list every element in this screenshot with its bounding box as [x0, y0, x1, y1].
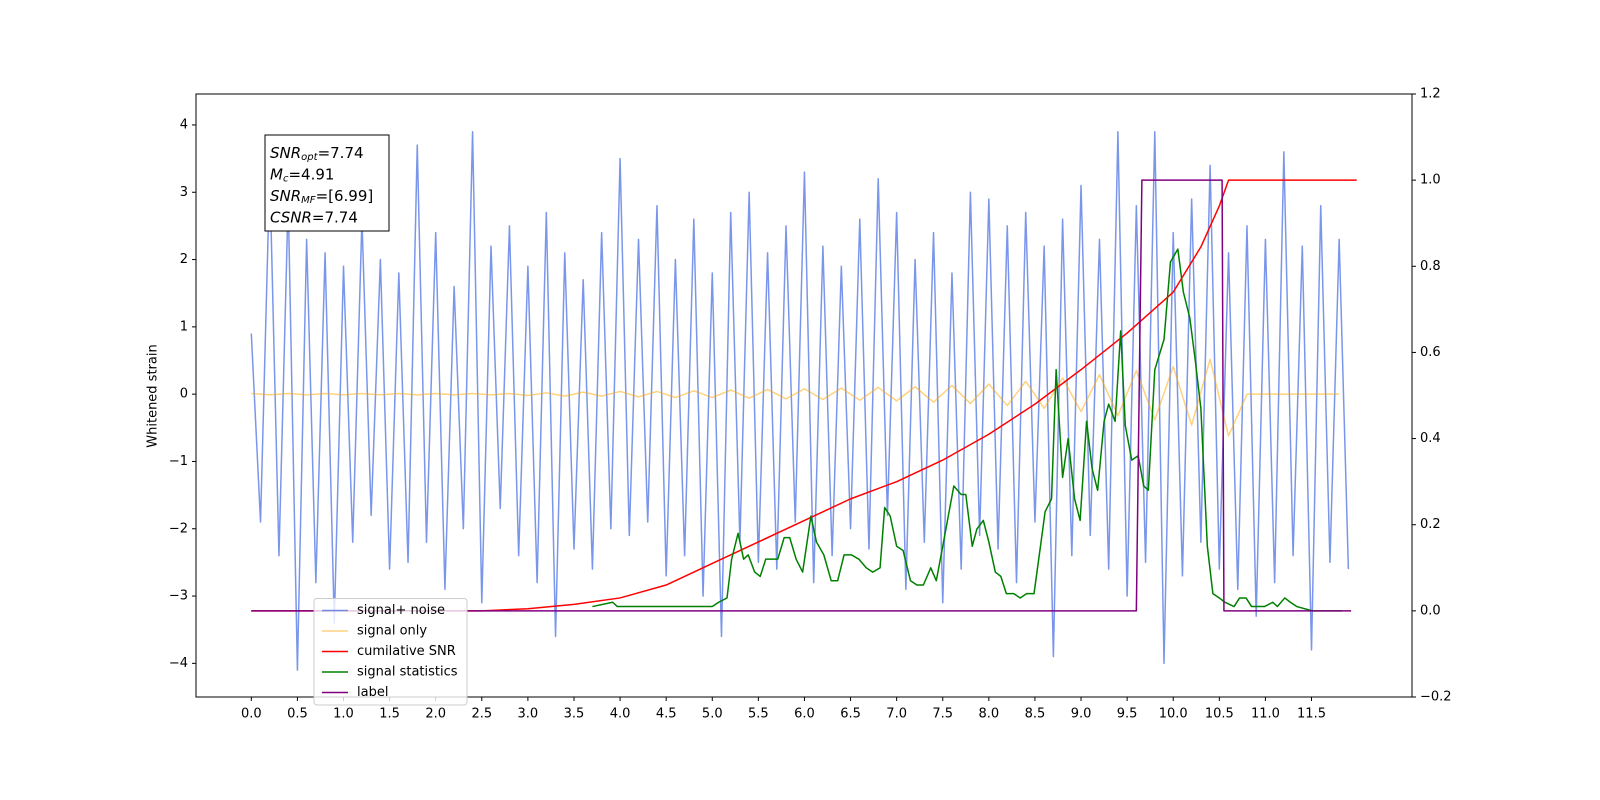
y-tick-label: −1: [169, 454, 188, 469]
x-tick-label: 4.5: [656, 707, 677, 722]
annotation-value: =7.74: [312, 208, 358, 226]
x-tick-label: 1.5: [379, 707, 400, 722]
annotation-subscript: c: [283, 174, 289, 185]
x-tick-label: 9.0: [1071, 707, 1092, 722]
x-tick-label: 2.5: [471, 707, 492, 722]
x-tick-label: 0.5: [287, 707, 308, 722]
x-tick-label: 9.5: [1117, 707, 1138, 722]
x-tick-label: 11.0: [1251, 707, 1280, 722]
legend-label: label: [357, 685, 388, 700]
y2-tick-label: 1.0: [1420, 173, 1441, 188]
x-tick-label: 10.5: [1205, 707, 1234, 722]
annotation-name: M: [270, 165, 283, 183]
annotation-name: SNR: [270, 187, 301, 205]
series-line: [592, 248, 1342, 612]
y-tick-label: 2: [180, 252, 188, 267]
y2-tick-label: 0.0: [1420, 603, 1441, 618]
x-tick-label: 11.5: [1297, 707, 1326, 722]
y-tick-label: −4: [169, 656, 188, 671]
y2-tick-label: 0.8: [1420, 259, 1441, 274]
x-tick-label: 6.0: [794, 707, 815, 722]
legend-frame: [313, 598, 468, 706]
y2-tick-label: 0.4: [1420, 431, 1441, 446]
annotation-subscript: opt: [301, 152, 318, 163]
y2-tick-label: 0.2: [1420, 517, 1441, 532]
x-tick-label: 5.0: [702, 707, 723, 722]
x-tick-label: 10.0: [1159, 707, 1188, 722]
y-axis-label: Whitened strain: [146, 344, 161, 447]
annotation-subscript: MF: [301, 195, 316, 206]
annotation-frame: [264, 134, 390, 232]
annotation: SNRMF=[6.99]: [270, 187, 373, 207]
y-tick-label: 4: [180, 117, 188, 132]
annotation: SNRopt=7.74: [270, 144, 364, 164]
annotation-value: =4.91: [288, 165, 334, 183]
legend-label: cumilative SNR: [357, 644, 456, 659]
x-tick-label: 6.5: [840, 707, 861, 722]
x-tick-label: 8.5: [1025, 707, 1046, 722]
legend-label: signal+ noise: [357, 603, 445, 618]
y-tick-label: 3: [180, 185, 188, 200]
y2-tick-label: −0.2: [1420, 690, 1452, 705]
legend-label: signal only: [357, 624, 427, 639]
x-tick-label: 5.5: [748, 707, 769, 722]
legend-label: signal statistics: [357, 665, 458, 680]
y-tick-label: −3: [169, 589, 188, 604]
y-tick-label: 1: [180, 319, 188, 334]
x-tick-label: 7.5: [932, 707, 953, 722]
x-tick-label: 0.0: [241, 707, 262, 722]
series-line: [250, 130, 1350, 671]
x-tick-label: 3.0: [518, 707, 539, 722]
annotation: CSNR=7.74: [270, 208, 358, 226]
x-tick-label: 4.0: [610, 707, 631, 722]
annotation-name: CSNR: [270, 208, 312, 226]
x-tick-label: 3.5: [564, 707, 585, 722]
y2-tick-label: 0.6: [1420, 345, 1441, 360]
x-tick-label: 8.0: [978, 707, 999, 722]
annotation: Mc=4.91: [270, 165, 334, 185]
annotation-value: =7.74: [318, 144, 364, 162]
annotation-value: =[6.99]: [316, 187, 374, 205]
y-tick-label: −2: [169, 521, 188, 536]
y2-tick-label: 1.2: [1420, 87, 1441, 102]
annotation-name: SNR: [270, 144, 301, 162]
x-tick-label: 7.0: [886, 707, 907, 722]
legend: signal+ noise signal only cumilative SNR si…: [313, 598, 468, 706]
series-line: [251, 179, 1357, 612]
y-tick-label: 0: [180, 387, 188, 402]
series-line: [251, 358, 1340, 437]
series-line: [251, 179, 1352, 612]
x-tick-label: 1.0: [333, 707, 354, 722]
x-tick-label: 2.0: [425, 707, 446, 722]
